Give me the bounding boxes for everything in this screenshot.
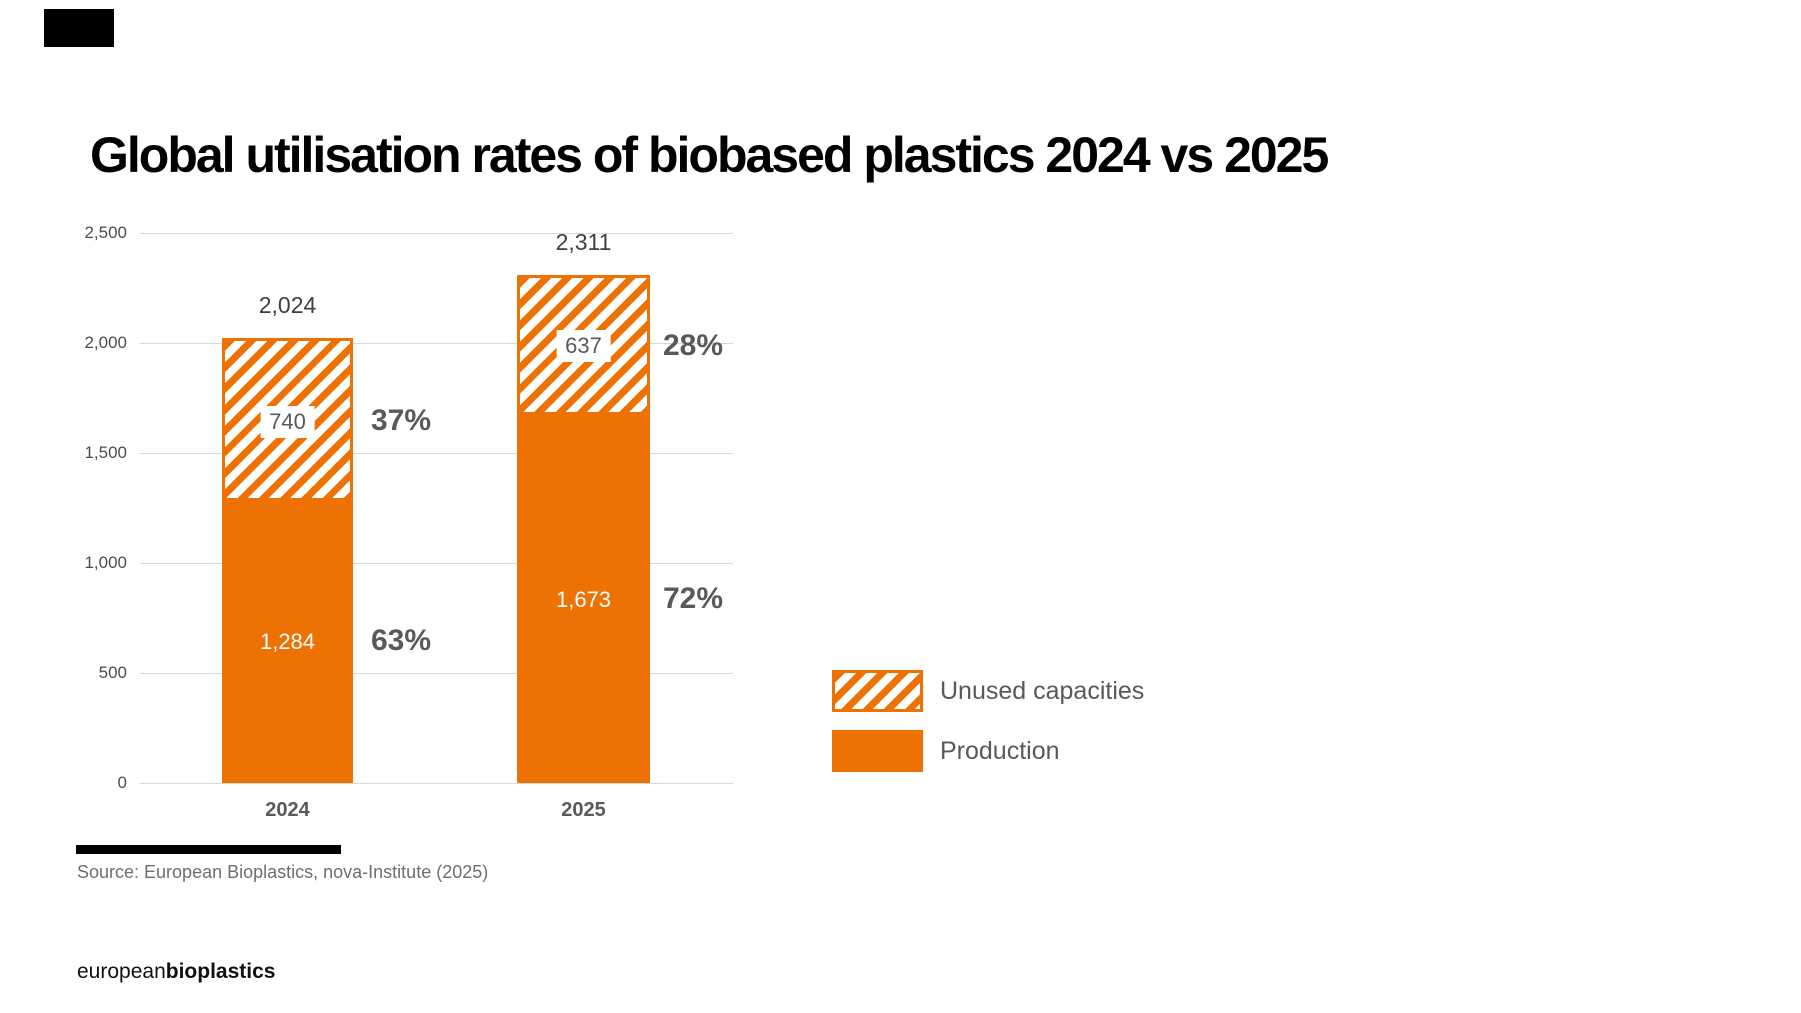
ytick-2000: 2,000 [84, 333, 127, 352]
ytick-1500: 1,500 [84, 443, 127, 462]
bar-2024-unused-capacities: 740 [222, 338, 353, 501]
total-label-2025: 2,311 [555, 229, 612, 255]
solid-swatch-icon [832, 730, 923, 772]
total-label-2024: 2,024 [258, 292, 317, 318]
gridline-2500 [140, 233, 733, 234]
legend-item-unused-capacities: Unused capacities [832, 670, 1144, 712]
ytick-2500: 2,500 [84, 223, 127, 242]
logo-part-bioplastics: bioplastics [165, 960, 276, 983]
bar-2025-production: 1,673 [517, 415, 650, 783]
percent-label-2025-production: 72% [663, 582, 724, 615]
corner-mark [44, 9, 114, 47]
black-divider-bar [76, 845, 341, 854]
legend-label-production: Production [940, 736, 1060, 765]
gridline-2000 [140, 343, 733, 344]
value-label-2024-production: 1,284 [259, 629, 316, 654]
legend-item-production: Production [832, 730, 1144, 772]
legend-label-unused-capacities: Unused capacities [940, 676, 1145, 705]
european-bioplastics-logo: europeanbioplastics [77, 960, 275, 984]
chart-title: Global utilisation rates of biobased pla… [90, 127, 1329, 183]
value-label-2024-unused: 740 [260, 406, 315, 438]
logo-part-european: european [77, 960, 166, 983]
source-text: Source: European Bioplastics, nova-Insti… [77, 862, 489, 882]
ytick-500: 500 [98, 663, 127, 682]
ytick-1000: 1,000 [84, 553, 127, 572]
bar-2024-production: 1,284 [222, 501, 353, 783]
value-label-2025-production: 1,673 [555, 587, 612, 612]
gridline-0 [140, 783, 733, 784]
hatched-swatch-icon [832, 670, 923, 712]
xtick-2024: 2024 [265, 799, 310, 821]
xtick-2025: 2025 [561, 799, 606, 821]
legend: Unused capacities Production [832, 670, 1144, 790]
ytick-0: 0 [117, 773, 127, 792]
value-label-2025-unused: 637 [556, 330, 611, 362]
gridline-500 [140, 673, 733, 674]
percent-label-2024-unused: 37% [371, 404, 432, 437]
gridline-1500 [140, 453, 733, 454]
percent-label-2025-unused: 28% [663, 329, 724, 362]
gridline-1000 [140, 563, 733, 564]
bar-2025-unused-capacities: 637 [517, 275, 650, 415]
percent-label-2024-production: 63% [371, 624, 432, 657]
